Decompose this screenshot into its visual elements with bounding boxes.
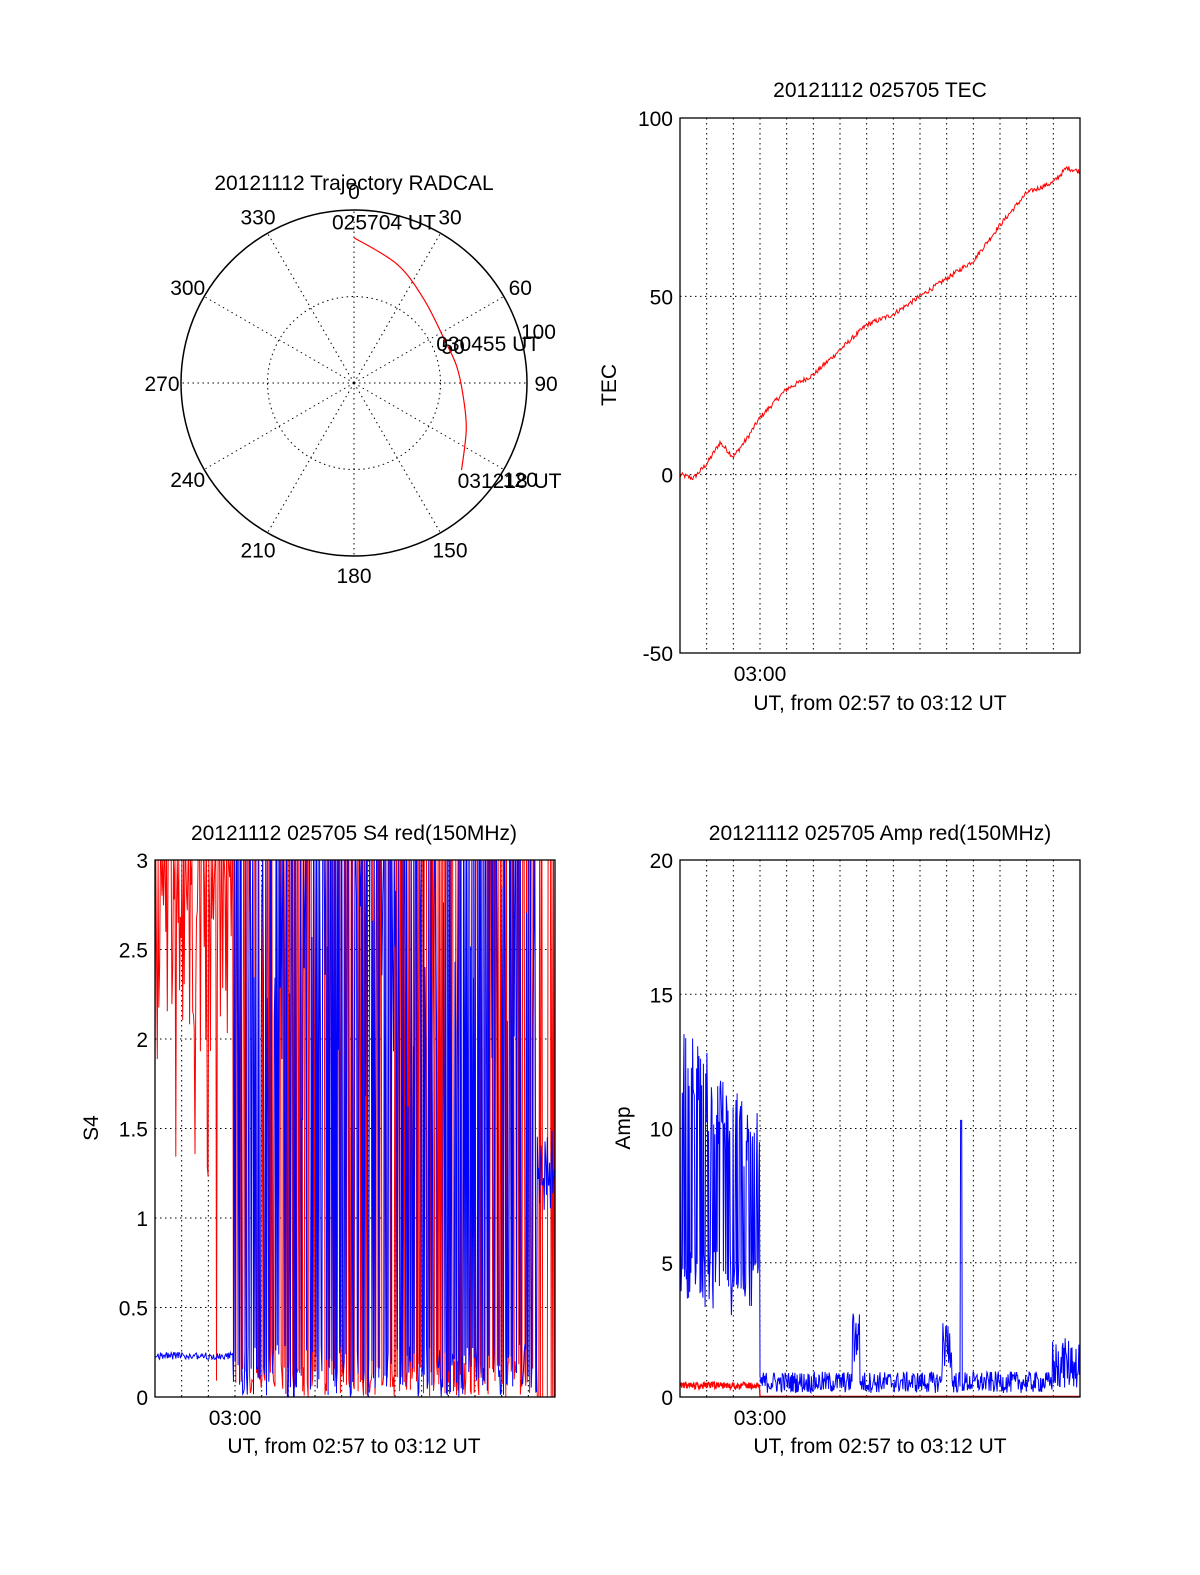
trajectory-line [353, 237, 467, 471]
y-tick-label: 3 [136, 850, 148, 873]
trajectory-annotation: 025704 UT [332, 212, 436, 235]
amp-blue-line [679, 1034, 1081, 1395]
amp-title: 20121112 025705 Amp red(150MHz) [709, 822, 1051, 845]
y-tick-label: 100 [638, 108, 673, 131]
trajectory-panel: 20121112 Trajectory RADCAL 0 30 60 90 120 150… [144, 172, 561, 588]
polar-angle-label: 90 [534, 373, 557, 396]
polar-angle-label: 300 [170, 277, 205, 300]
polar-spoke [267, 232, 355, 384]
y-tick-label: -50 [643, 643, 673, 666]
y-tick-label: 20 [650, 850, 673, 873]
trajectory-annotation: 030455 UT [436, 333, 540, 356]
polar-angle-label: 180 [336, 565, 371, 588]
amp-plot-frame [679, 859, 1081, 1398]
trajectory-title: 20121112 Trajectory RADCAL [214, 172, 493, 195]
y-tick-label: 0 [661, 1387, 673, 1410]
polar-angle-label: 210 [240, 539, 275, 562]
polar-trajectory [353, 237, 467, 471]
tec-ticks: -50 0 50 100 03:00 [638, 108, 786, 686]
x-tick-label: 03:00 [209, 1407, 262, 1430]
polar-angle-label: 0 [348, 181, 360, 204]
s4-ticks: 0 0.5 1 1.5 2 2.5 3 03:00 [119, 850, 261, 1430]
polar-angle-label: 120 [503, 469, 538, 492]
amp-grid [680, 860, 1080, 1397]
s4-plot-frame [154, 859, 556, 1398]
s4-panel: 20121112 025705 S4 red(150MHz) 0 0.5 1 1.5 2… [80, 822, 556, 1458]
y-tick-label: 2.5 [119, 940, 148, 963]
trajectory-annotation: 031218 UT [458, 470, 562, 493]
y-tick-label: 1 [136, 1208, 148, 1231]
polar-spoke [353, 232, 441, 384]
tec-grid [680, 118, 1080, 653]
polar-spoke [353, 382, 505, 470]
polar-spoke [203, 296, 355, 384]
x-tick-label: 03:00 [734, 663, 787, 686]
y-tick-label: 0 [661, 465, 673, 488]
polar-annotations: 025704 UT 030455 UT 031218 UT [332, 212, 562, 493]
y-tick-label: 2 [136, 1029, 148, 1052]
tec-plot-frame [679, 117, 1081, 654]
y-tick-label: 1.5 [119, 1119, 148, 1142]
s4-ylabel: S4 [80, 1115, 103, 1141]
tec-xlabel: UT, from 02:57 to 03:12 UT [753, 692, 1006, 715]
tec-title: 20121112 025705 TEC [773, 79, 987, 102]
polar-angle-label: 270 [144, 373, 179, 396]
polar-spoke [267, 382, 355, 534]
polar-spoke [203, 382, 355, 470]
y-tick-label: 0.5 [119, 1298, 148, 1321]
polar-spoke [353, 382, 441, 534]
polar-angle-label: 150 [432, 539, 467, 562]
y-tick-label: 15 [650, 984, 673, 1007]
polar-angle-label: 240 [170, 469, 205, 492]
amp-series [679, 1034, 1081, 1398]
amp-ylabel: Amp [612, 1106, 635, 1149]
y-tick-label: 5 [661, 1253, 673, 1276]
s4-title: 20121112 025705 S4 red(150MHz) [191, 822, 517, 845]
polar-grid [180, 209, 528, 557]
y-tick-label: 0 [136, 1387, 148, 1410]
polar-radius-label: 100 [521, 321, 556, 344]
s4-xlabel: UT, from 02:57 to 03:12 UT [227, 1435, 480, 1458]
polar-angle-label: 30 [438, 207, 461, 230]
y-tick-label: 10 [650, 1119, 673, 1142]
polar-spoke [353, 296, 505, 384]
polar-angle-labels: 0 30 60 90 120 150 180 210 240 270 300 330 50 100 [144, 181, 557, 588]
tec-series [679, 166, 1080, 481]
tec-panel: 20121112 025705 TEC -50 0 50 100 03:00 TEC U… [598, 79, 1081, 715]
y-tick-label: 50 [650, 286, 673, 309]
polar-angle-label: 60 [509, 277, 532, 300]
polar-angle-label: 330 [240, 207, 275, 230]
tec-ylabel: TEC [598, 364, 621, 406]
tec-line [679, 166, 1080, 481]
amp-panel: 20121112 025705 Amp red(150MHz) 0 5 10 15 20… [612, 822, 1081, 1458]
polar-radius-label: 50 [442, 336, 465, 359]
amp-ticks: 0 5 10 15 20 03:00 [650, 850, 787, 1430]
x-tick-label: 03:00 [734, 1407, 787, 1430]
polar-outer-circle [180, 209, 528, 557]
amp-xlabel: UT, from 02:57 to 03:12 UT [753, 1435, 1006, 1458]
